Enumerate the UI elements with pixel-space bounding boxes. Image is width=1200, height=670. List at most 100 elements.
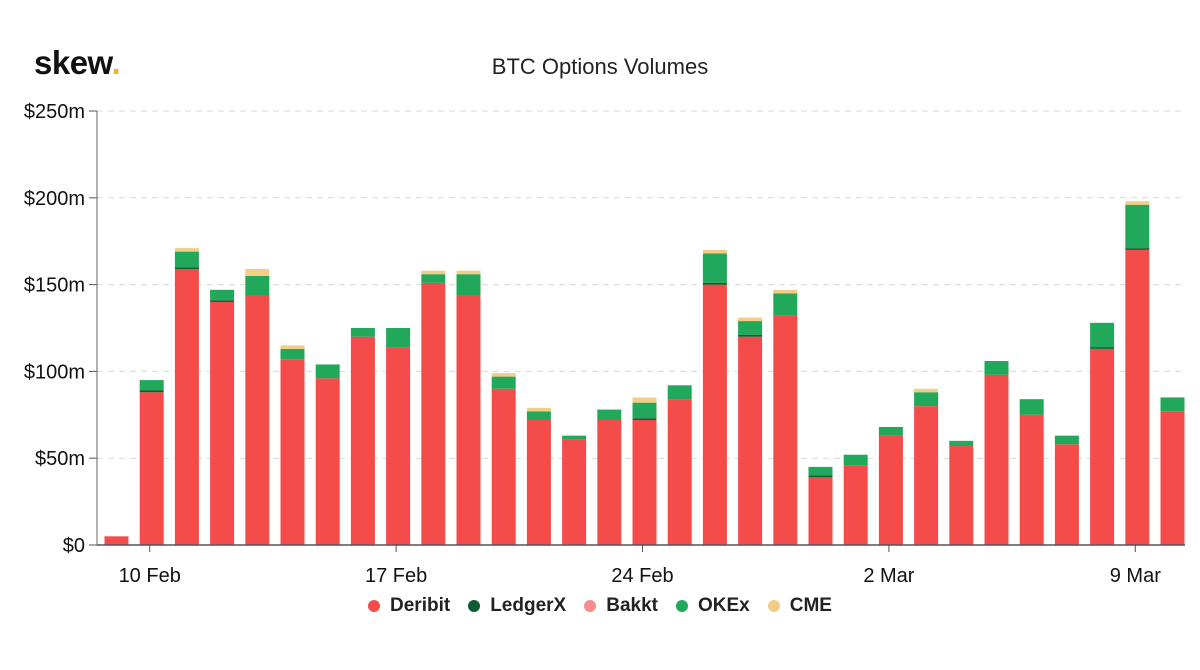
bar-ledgerx-20 — [808, 475, 833, 478]
bar-deribit-5 — [280, 359, 305, 545]
bar-ledgerx-28 — [1090, 347, 1115, 349]
bar-okex-24 — [949, 440, 974, 447]
bar-deribit-28 — [1090, 348, 1115, 545]
legend-item-ledgerx[interactable]: LedgerX — [468, 595, 566, 617]
bar-okex-17 — [702, 253, 727, 283]
bar-deribit-10 — [456, 295, 481, 545]
bar-deribit-21 — [843, 465, 868, 545]
bar-deribit-23 — [914, 406, 939, 545]
bar-okex-27 — [1054, 435, 1079, 445]
bar-okex-1 — [139, 380, 164, 391]
legend: Deribit LedgerX Bakkt OKEx CME — [0, 595, 1200, 617]
logo-dot: . — [111, 44, 121, 81]
bar-cme-18 — [738, 317, 763, 322]
bar-cme-4 — [245, 268, 270, 276]
bar-okex-18 — [738, 321, 763, 335]
skew-logo: skew. — [34, 44, 121, 82]
bar-deribit-12 — [526, 420, 551, 545]
bar-okex-20 — [808, 466, 833, 476]
bar-okex-2 — [174, 251, 199, 268]
bar-deribit-27 — [1054, 444, 1079, 545]
bar-deribit-0 — [104, 536, 129, 545]
bar-deribit-11 — [491, 388, 516, 545]
x-tick-label: 9 Mar — [1110, 565, 1161, 587]
legend-dot-icon — [675, 600, 688, 612]
legend-label: CME — [789, 595, 832, 616]
bar-ledgerx-1 — [139, 390, 164, 393]
bar-ledgerx-29 — [1125, 248, 1150, 250]
bar-cme-29 — [1125, 201, 1150, 205]
bar-deribit-2 — [174, 268, 199, 545]
bar-deribit-19 — [773, 315, 798, 545]
bar-cme-9 — [421, 270, 446, 275]
y-tick-label: $50m — [35, 448, 85, 470]
bar-deribit-26 — [1019, 414, 1044, 545]
bar-okex-3 — [210, 289, 235, 301]
bar-ledgerx-15 — [632, 418, 657, 421]
bar-okex-6 — [315, 364, 340, 379]
legend-dot-icon — [767, 600, 780, 612]
legend-item-deribit[interactable]: Deribit — [368, 595, 450, 617]
bar-deribit-25 — [984, 374, 1009, 545]
bar-deribit-4 — [245, 295, 270, 545]
bar-deribit-16 — [667, 399, 692, 545]
bar-cme-10 — [456, 270, 481, 275]
y-tick-label: $150m — [24, 275, 85, 297]
bar-ledgerx-2 — [174, 267, 199, 269]
bar-okex-5 — [280, 348, 305, 360]
bar-deribit-1 — [139, 392, 164, 545]
legend-dot-icon — [468, 600, 481, 612]
bar-deribit-6 — [315, 378, 340, 545]
x-tick-label: 24 Feb — [611, 565, 673, 587]
bar-okex-28 — [1090, 322, 1115, 348]
chart-title: BTC Options Volumes — [491, 54, 709, 79]
legend-label: LedgerX — [490, 595, 567, 616]
legend-dot-icon — [368, 600, 381, 612]
gridlines — [97, 110, 1185, 459]
bar-ledgerx-18 — [738, 334, 763, 337]
bar-okex-11 — [491, 376, 516, 389]
bar-okex-8 — [386, 328, 411, 348]
bar-deribit-8 — [386, 347, 411, 545]
bar-ledgerx-17 — [702, 282, 727, 285]
bar-deribit-20 — [808, 477, 833, 545]
legend-item-okex[interactable]: OKEx — [675, 595, 750, 617]
bar-okex-21 — [843, 454, 868, 466]
bar-okex-15 — [632, 402, 657, 419]
y-tick-label: $0 — [63, 535, 85, 557]
bar-deribit-22 — [878, 435, 903, 545]
bar-okex-29 — [1125, 204, 1150, 249]
y-tick-label: $200m — [24, 188, 85, 210]
bars — [104, 201, 1185, 545]
bar-okex-16 — [667, 385, 692, 400]
bar-deribit-17 — [702, 284, 727, 545]
x-tick-label: 10 Feb — [119, 565, 181, 587]
bar-okex-4 — [245, 275, 270, 296]
bar-okex-13 — [562, 435, 587, 440]
bar-okex-14 — [597, 409, 622, 421]
x-tick-label: 2 Mar — [863, 565, 914, 587]
bar-okex-9 — [421, 274, 446, 283]
bar-okex-30 — [1160, 397, 1185, 412]
bar-cme-17 — [702, 249, 727, 254]
logo-text: skew — [34, 44, 112, 81]
bar-deribit-9 — [421, 282, 446, 545]
legend-item-cme[interactable]: CME — [767, 595, 832, 617]
y-tick-label: $250m — [24, 101, 85, 123]
bar-deribit-29 — [1125, 249, 1150, 545]
bar-cme-11 — [491, 373, 516, 377]
legend-item-bakkt[interactable]: Bakkt — [584, 595, 658, 617]
bar-cme-19 — [773, 289, 798, 294]
bar-okex-12 — [526, 411, 551, 421]
bar-deribit-30 — [1160, 411, 1185, 545]
bar-okex-23 — [914, 392, 939, 407]
legend-label: OKEx — [697, 595, 750, 616]
bar-ledgerx-3 — [210, 300, 235, 302]
bar-deribit-24 — [949, 446, 974, 545]
bar-cme-23 — [914, 388, 939, 393]
bar-okex-10 — [456, 274, 481, 296]
bar-deribit-14 — [597, 420, 622, 545]
legend-dot-icon — [584, 600, 597, 612]
bar-cme-12 — [526, 407, 551, 412]
